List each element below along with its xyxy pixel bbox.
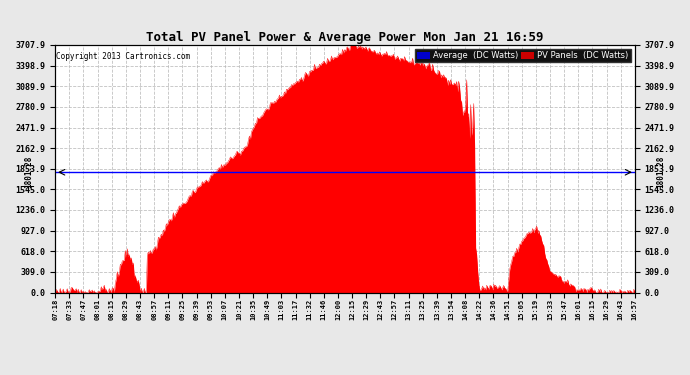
Text: Copyright 2013 Cartronics.com: Copyright 2013 Cartronics.com [57, 53, 190, 62]
Text: 1801.28: 1801.28 [25, 156, 34, 189]
Title: Total PV Panel Power & Average Power Mon Jan 21 16:59: Total PV Panel Power & Average Power Mon… [146, 31, 544, 44]
Text: 1801.28: 1801.28 [656, 156, 665, 189]
Legend: Average  (DC Watts), PV Panels  (DC Watts): Average (DC Watts), PV Panels (DC Watts) [415, 49, 631, 62]
